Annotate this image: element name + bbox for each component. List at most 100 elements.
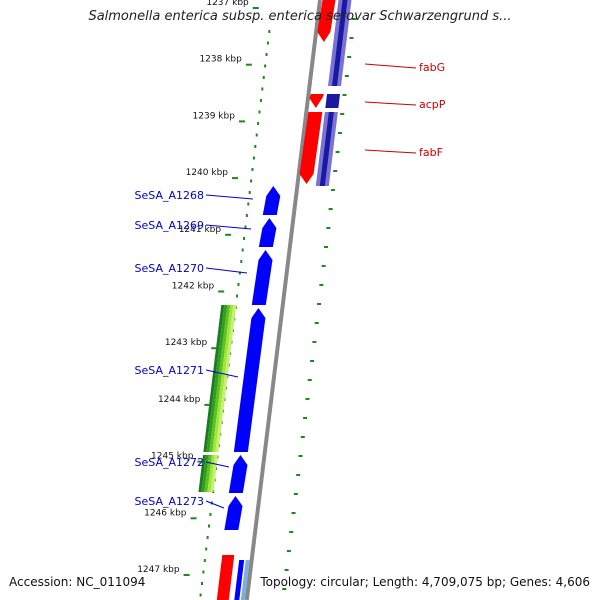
inner-ring-dot	[310, 360, 315, 362]
inner-ring-dot	[296, 474, 301, 476]
inner-ring-dot	[317, 303, 322, 305]
green-feature-stripe[interactable]	[204, 455, 212, 492]
inner-ring-dot	[284, 569, 289, 571]
kbp-tick-label: 1245 kbp	[151, 452, 194, 462]
length-value: 4,709,075 bp	[421, 575, 502, 589]
outer-ring-dot	[266, 41, 269, 45]
accession-info: Accession: NC_011094	[9, 575, 145, 589]
green-feature-stripe[interactable]	[212, 305, 234, 452]
outer-ring-dot	[248, 191, 251, 194]
inner-ring-dot	[328, 208, 333, 210]
outer-ring-dot	[254, 145, 257, 148]
outer-ring-dot	[247, 202, 250, 206]
kbp-tick-label: 1244 kbp	[158, 395, 201, 405]
outer-ring-dot	[199, 593, 202, 597]
gene-label-fabF[interactable]: fabF	[419, 146, 443, 159]
gene-SeSA_A1269[interactable]	[258, 218, 277, 247]
map-title: Salmonella enterica subsp. enterica sero…	[88, 9, 512, 24]
inner-ring-dot	[344, 75, 349, 77]
outer-ring-dot	[243, 237, 246, 240]
gene-label-SeSA_A1270[interactable]: SeSA_A1270	[135, 262, 204, 275]
inner-ring-dot	[286, 550, 291, 552]
gene-label-fabG[interactable]: fabG	[419, 61, 445, 74]
gene-SeSA_A1273[interactable]	[224, 496, 243, 530]
genome-backbone	[244, 0, 322, 600]
outer-ring-dot	[264, 64, 267, 68]
gene-bottom-blue[interactable]	[234, 560, 245, 600]
inner-ring-dot	[333, 170, 338, 172]
outer-ring-dot	[236, 294, 239, 298]
gene-label-SeSA_A1271[interactable]: SeSA_A1271	[135, 364, 204, 377]
gene-fabG-core[interactable]	[332, 0, 348, 86]
gene-label-SeSA_A1269[interactable]: SeSA_A1269	[135, 219, 204, 232]
inner-ring-dot	[321, 265, 326, 267]
gene-label-SeSA_A1268[interactable]: SeSA_A1268	[135, 189, 204, 202]
outer-ring-dot	[258, 110, 261, 114]
outer-ring-dot	[268, 30, 271, 33]
gene-label-SeSA_A1272[interactable]: SeSA_A1272	[135, 456, 204, 469]
inner-ring-dot	[314, 322, 319, 324]
gene-acpP-feature[interactable]	[325, 94, 341, 108]
genes-value: 4,606	[555, 575, 590, 589]
gene-label-leader	[205, 500, 225, 509]
green-feature-stripe[interactable]	[209, 305, 231, 452]
gene-bottom-red[interactable]	[216, 555, 235, 600]
accession-label: Accession:	[9, 575, 73, 589]
outer-ring-dot	[209, 513, 212, 516]
inner-ring-dot	[335, 151, 340, 153]
gene-label-leader	[205, 267, 248, 274]
gene-label-acpP[interactable]: acpP	[419, 98, 446, 111]
gene-fabF-cds[interactable]	[299, 112, 323, 184]
outer-ring-dot	[255, 133, 258, 137]
outer-ring-dot	[206, 536, 209, 539]
inner-ring-dot	[303, 417, 308, 419]
inner-ring-dot	[289, 531, 294, 533]
topology-value: circular	[320, 575, 365, 589]
inner-ring-dot	[282, 588, 287, 590]
green-feature-stripe[interactable]	[206, 305, 228, 452]
gene-SeSA_A1268[interactable]	[262, 186, 281, 215]
inner-ring-dot	[293, 493, 298, 495]
gene-bottom-lightblue[interactable]	[240, 560, 250, 600]
gene-SeSA_A1271[interactable]	[233, 308, 266, 452]
green-feature-stripe[interactable]	[198, 455, 206, 492]
gene-SeSA_A1270[interactable]	[251, 250, 273, 305]
gene-label-leader	[364, 101, 417, 106]
green-feature-stripe[interactable]	[201, 455, 209, 492]
inner-ring-dot	[351, 18, 356, 20]
genes-label: Genes:	[509, 575, 552, 589]
inner-ring-dot	[347, 56, 352, 58]
outer-ring-dot	[251, 168, 254, 171]
outer-ring-dot	[241, 248, 244, 252]
outer-ring-dot	[245, 214, 248, 217]
kbp-tick-label: 1247 kbp	[137, 565, 180, 575]
inner-ring-dot	[300, 436, 305, 438]
outer-ring-dot	[208, 524, 211, 528]
kbp-tick-label: 1241 kbp	[179, 225, 222, 235]
kbp-tick-label: 1246 kbp	[144, 508, 187, 518]
inner-ring-dot	[307, 379, 312, 381]
inner-ring-dot	[291, 512, 296, 514]
inner-ring-dot	[337, 132, 342, 134]
inner-ring-dot	[298, 455, 303, 457]
outer-ring-dot	[250, 179, 253, 183]
gene-label-SeSA_A1273[interactable]: SeSA_A1273	[135, 495, 204, 508]
outer-ring-dot	[262, 76, 265, 79]
green-feature-stripe[interactable]	[207, 455, 215, 492]
gene-fabG-cds[interactable]	[317, 0, 336, 42]
kbp-tick-label: 1239 kbp	[193, 111, 236, 121]
gene-SeSA_A1272[interactable]	[228, 455, 248, 493]
green-feature-stripe[interactable]	[203, 305, 225, 452]
outer-ring-dot	[203, 559, 206, 562]
gene-label-leader	[205, 369, 239, 378]
green-feature-stripe[interactable]	[215, 305, 237, 452]
gene-acpP-cds[interactable]	[309, 94, 325, 108]
kbp-tick-label: 1243 kbp	[165, 338, 208, 348]
outer-ring-dot	[259, 99, 262, 102]
kbp-tick-label: 1242 kbp	[172, 282, 215, 292]
outer-ring-dot	[200, 582, 203, 585]
outer-ring-dot	[238, 271, 241, 275]
gene-fabF-core[interactable]	[319, 112, 334, 186]
